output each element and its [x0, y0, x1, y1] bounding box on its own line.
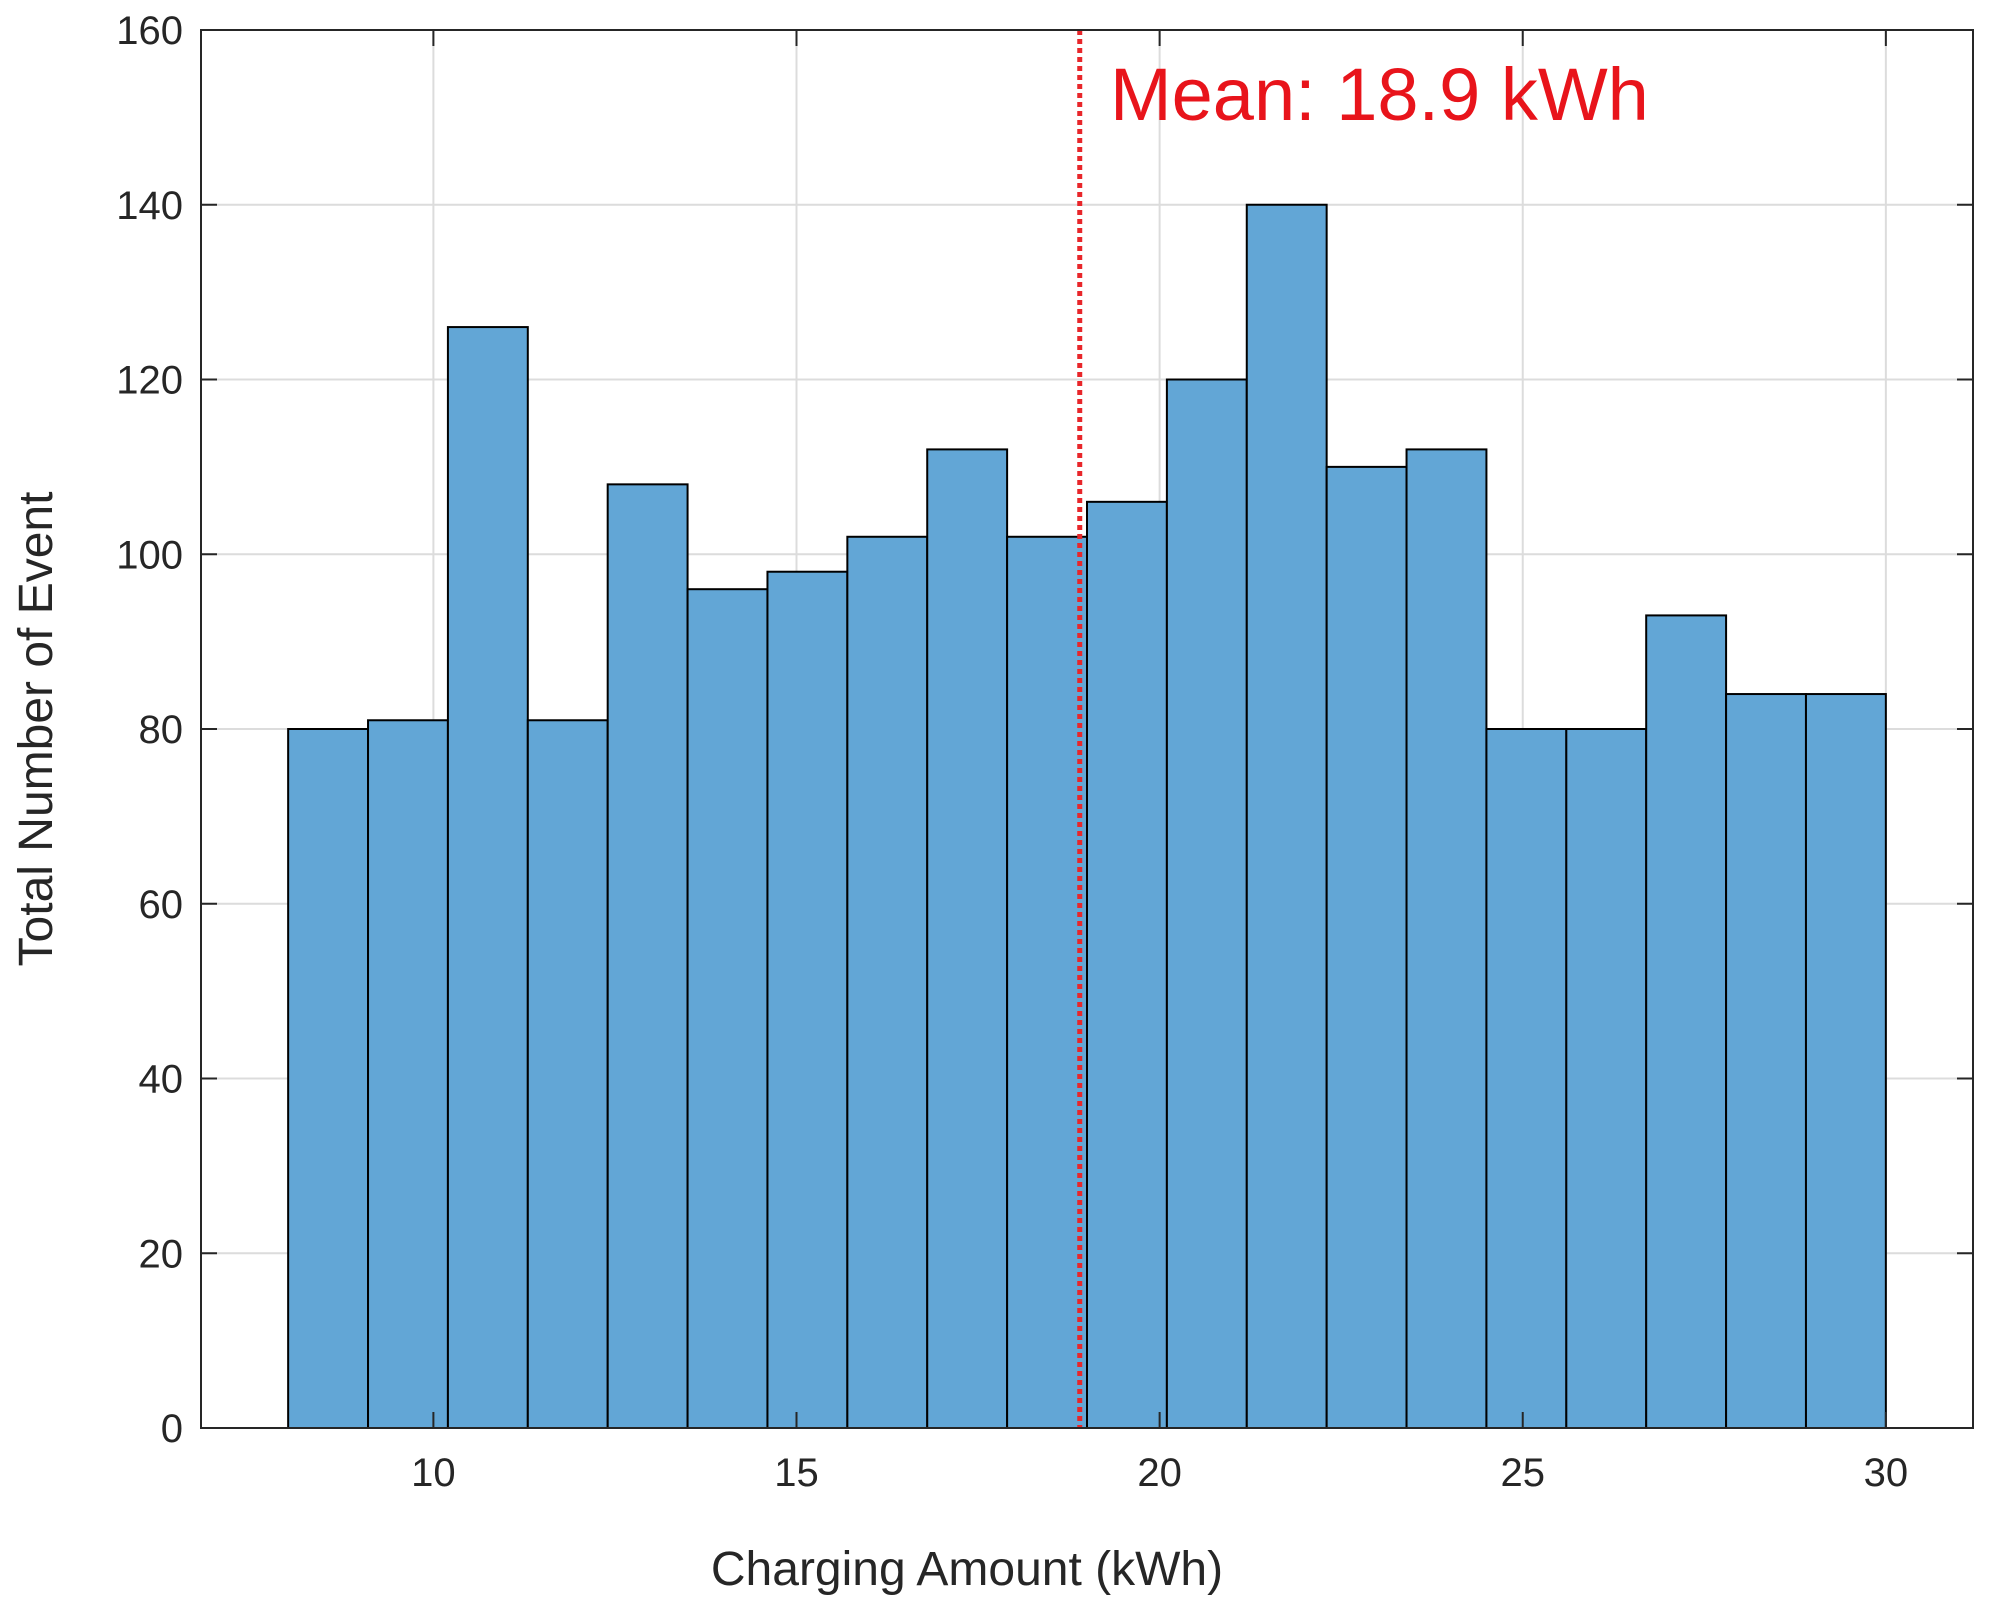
histogram-bar-7	[766, 570, 849, 1429]
histogram-bar-6	[686, 588, 769, 1429]
histogram-bar-4	[526, 719, 609, 1429]
mean-annotation: Mean: 18.9 kWh	[1110, 53, 1649, 136]
histogram-bar-5	[606, 483, 689, 1430]
histogram-bar-19	[1725, 693, 1807, 1429]
y-tick-label: 100	[116, 533, 183, 577]
x-tick-label: 30	[1864, 1451, 1909, 1495]
histogram-bar-8	[846, 535, 929, 1429]
histogram-bars	[287, 203, 1887, 1430]
histogram-bar-18	[1645, 614, 1728, 1429]
y-tick-label: 140	[116, 184, 183, 228]
histogram-bar-17	[1565, 728, 1648, 1429]
axis-ticks: 0 20 40 60 80 100 120 140 160 10 15 20 25 30	[116, 9, 1973, 1495]
y-tick-label: 60	[139, 883, 184, 927]
x-tick-label: 15	[774, 1451, 819, 1495]
histogram-bar-16	[1485, 728, 1568, 1429]
histogram-bar-20	[1804, 693, 1887, 1429]
histogram-bar-14	[1325, 465, 1408, 1429]
histogram-bar-3	[446, 326, 529, 1430]
histogram-bar-13	[1245, 203, 1328, 1429]
y-tick-label: 120	[116, 359, 183, 403]
histogram-bar-12	[1165, 378, 1248, 1429]
x-tick-label: 25	[1500, 1451, 1545, 1495]
y-axis-label: Total Number of Event	[10, 492, 63, 967]
histogram-bar-2	[367, 719, 449, 1429]
histogram-bar-9	[926, 448, 1009, 1429]
x-tick-label: 10	[411, 1451, 456, 1495]
histogram-bar-11	[1086, 500, 1168, 1429]
y-tick-label: 40	[139, 1058, 184, 1102]
x-axis-label: Charging Amount (kWh)	[711, 1543, 1223, 1596]
histogram-bar-15	[1405, 448, 1488, 1429]
y-tick-label: 160	[116, 9, 183, 53]
histogram-bar-1	[287, 728, 370, 1429]
y-tick-label: 0	[161, 1407, 183, 1451]
x-tick-label: 20	[1137, 1451, 1182, 1495]
y-tick-label: 20	[139, 1232, 184, 1276]
histogram-bar-10	[1006, 535, 1088, 1429]
y-tick-label: 80	[139, 708, 184, 752]
